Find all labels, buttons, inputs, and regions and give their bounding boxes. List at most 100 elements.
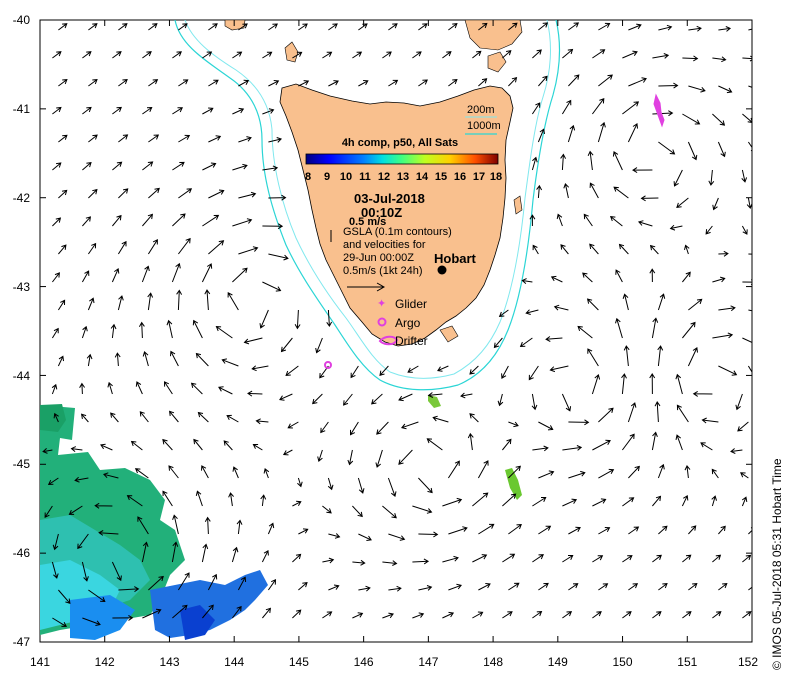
velocity-arrow: [237, 576, 247, 591]
velocity-arrow: [112, 161, 123, 171]
velocity-arrow: [328, 584, 340, 591]
velocity-arrow: [609, 216, 623, 227]
marker-legend: ✦ Glider Argo Drifter: [377, 297, 428, 348]
velocity-arrow: [658, 583, 668, 591]
velocity-arrow: [268, 253, 289, 261]
lon-tick-label: 142: [95, 655, 115, 669]
velocity-arrow: [166, 319, 173, 339]
velocity-arrow: [328, 23, 338, 31]
velocity-arrow: [472, 554, 488, 563]
velocity-arrow: [172, 51, 182, 59]
colorbar-tick: 18: [490, 171, 502, 183]
velocity-arrow: [88, 79, 98, 87]
time-label: 00:10Z: [361, 205, 402, 220]
velocity-arrow: [117, 295, 124, 311]
argo-float-marker: [324, 361, 332, 369]
velocity-arrow: [201, 465, 209, 479]
velocity-arrow: [592, 611, 602, 619]
velocity-arrow: [51, 383, 58, 395]
velocity-arrow: [532, 497, 547, 507]
velocity-arrow: [742, 55, 752, 62]
velocity-arrow: [227, 291, 239, 311]
velocity-arrow: [748, 85, 752, 88]
velocity-arrow: [243, 337, 263, 345]
velocity-arrow: [538, 421, 554, 431]
velocity-arrow: [478, 78, 488, 87]
velocity-arrow: [68, 505, 83, 515]
velocity-arrow: [57, 299, 66, 311]
velocity-arrow: [652, 495, 662, 507]
velocity-arrow: [718, 525, 726, 535]
velocity-arrow: [442, 497, 463, 507]
velocity-arrow: [218, 386, 233, 395]
velocity-arrow: [640, 195, 659, 202]
velocity-arrow: [682, 271, 691, 283]
gsla-line-1: GSLA (0.1m contours): [343, 226, 452, 238]
velocity-arrow: [469, 365, 479, 375]
velocity-arrow: [472, 611, 484, 619]
velocity-arrow: [477, 460, 489, 479]
velocity-arrow: [621, 433, 635, 451]
velocity-arrow: [357, 477, 365, 494]
velocity-arrow: [171, 262, 181, 283]
velocity-arrow: [350, 365, 359, 379]
velocity-arrow: [292, 51, 303, 59]
velocity-arrow: [352, 51, 363, 59]
gsla-line-3: 29-Jun 00:00Z: [343, 252, 414, 264]
velocity-arrow: [448, 583, 462, 591]
velocity-arrow: [112, 106, 122, 115]
velocity-arrow: [118, 23, 128, 31]
velocity-arrow: [742, 279, 752, 286]
velocity-arrow: [202, 162, 217, 171]
velocity-arrow: [178, 23, 188, 31]
velocity-arrow: [432, 415, 449, 423]
velocity-arrow: [238, 79, 250, 87]
hobart-label: Hobart: [434, 251, 477, 266]
velocity-arrow: [350, 421, 359, 436]
velocity-arrow: [718, 305, 736, 312]
velocity-arrow: [532, 445, 549, 452]
velocity-arrow: [142, 608, 162, 619]
velocity-arrow: [508, 524, 522, 535]
velocity-arrow: [467, 432, 474, 451]
velocity-arrow: [298, 528, 309, 535]
velocity-arrow: [502, 553, 516, 563]
velocity-arrow: [508, 582, 520, 591]
velocity-arrow: [568, 22, 580, 31]
velocity-arrow: [676, 197, 689, 208]
velocity-arrow: [126, 495, 143, 507]
velocity-arrow: [654, 401, 661, 423]
velocity-arrow: [652, 554, 662, 563]
velocity-arrow: [282, 449, 293, 456]
velocity-arrow: [682, 113, 701, 125]
velocity-arrow: [675, 434, 683, 451]
lat-tick-label: -41: [13, 102, 31, 116]
velocity-arrow: [742, 113, 752, 123]
velocity-arrow: [591, 97, 605, 115]
velocity-arrow: [358, 585, 371, 592]
velocity-arrow: [280, 337, 293, 353]
velocity-arrow: [298, 23, 308, 31]
velocity-arrow: [649, 373, 656, 395]
velocity-arrow: [556, 213, 563, 227]
velocity-arrow: [51, 561, 59, 579]
velocity-arrow: [142, 213, 154, 227]
velocity-arrow: [168, 465, 179, 479]
velocity-arrow: [532, 49, 542, 59]
velocity-arrow: [718, 583, 728, 591]
velocity-arrow: [202, 107, 214, 115]
velocity-arrow: [147, 292, 154, 311]
velocity-arrow: [711, 468, 719, 479]
velocity-arrow: [531, 102, 541, 115]
velocity-arrow: [82, 106, 92, 115]
velocity-arrow: [688, 85, 706, 93]
velocity-arrow: [236, 519, 243, 535]
velocity-arrow: [58, 189, 68, 199]
velocity-arrow: [298, 80, 310, 87]
velocity-arrow: [327, 477, 334, 491]
velocity-arrow: [44, 505, 53, 518]
velocity-arrow: [110, 323, 117, 339]
velocity-arrow: [681, 494, 689, 507]
velocity-arrow: [418, 79, 428, 87]
velocity-arrow: [412, 558, 430, 565]
